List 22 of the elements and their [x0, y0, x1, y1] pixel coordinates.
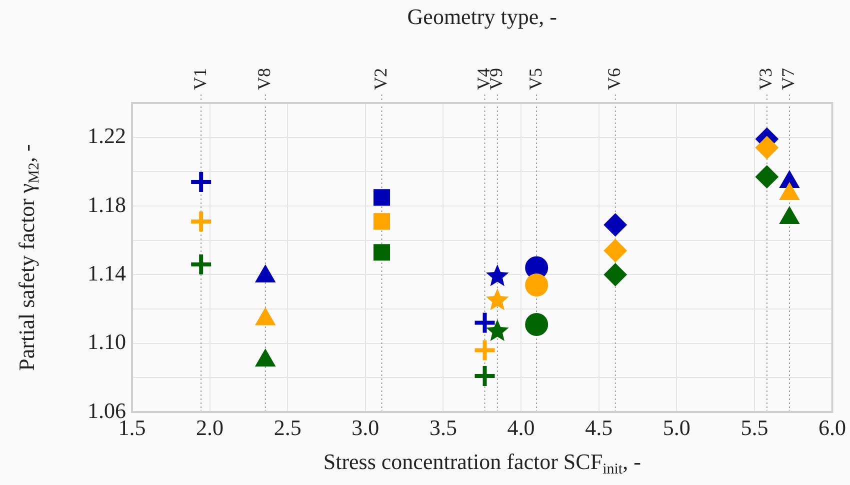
x-tick-label: 4.0 — [507, 414, 535, 440]
ref-line-label: V3 — [756, 68, 776, 90]
y-axis-title: Partial safety factor γM2, - — [14, 144, 43, 371]
ref-line-label: V1 — [190, 68, 210, 90]
x-tick-label: 5.0 — [662, 414, 690, 440]
x-tick-label: 3.0 — [352, 414, 380, 440]
x-tick-label: 5.5 — [740, 414, 768, 440]
x-tick-label: 6.0 — [818, 414, 846, 440]
y-tick-label: 1.22 — [88, 123, 126, 148]
ref-line-label: V2 — [370, 68, 390, 90]
x2-axis-title: Geometry type, - — [407, 4, 557, 29]
ref-line-label: V6 — [604, 68, 624, 90]
ref-line-label: V8 — [254, 68, 274, 90]
y-tick-label: 1.10 — [88, 329, 126, 354]
ref-line-label: V7 — [778, 68, 798, 90]
y-tick-label: 1.14 — [88, 260, 126, 286]
x-tick-label: 2.0 — [196, 414, 224, 440]
y-tick-label: 1.18 — [88, 192, 126, 217]
ref-line-label: V5 — [525, 68, 546, 90]
x-tick-label: 2.5 — [274, 414, 302, 440]
x-tick-label: 4.5 — [585, 414, 613, 440]
x-tick-label: 3.5 — [429, 414, 457, 440]
